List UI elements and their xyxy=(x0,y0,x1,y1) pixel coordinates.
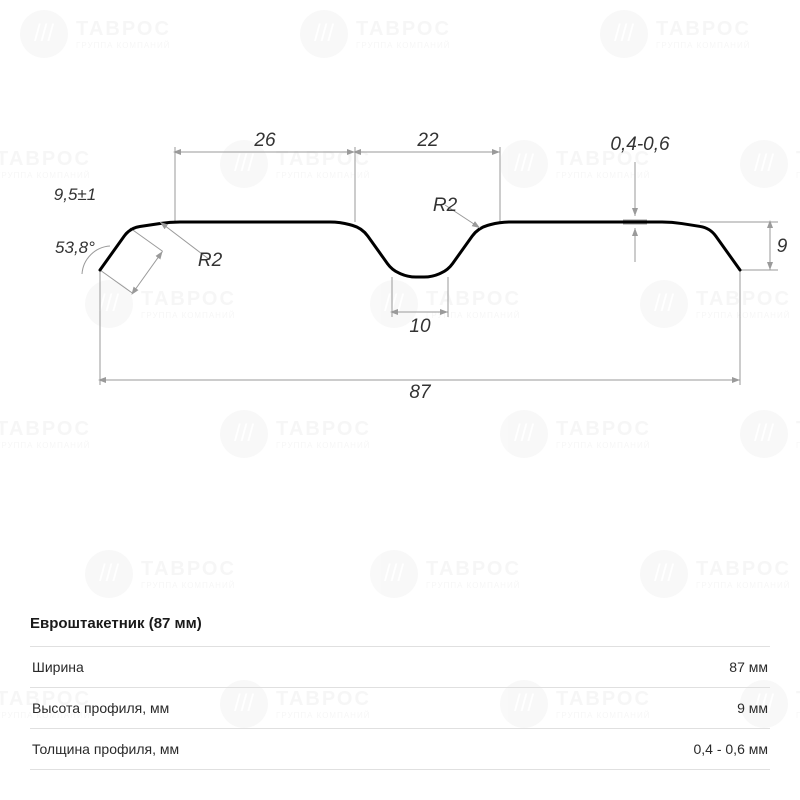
spec-value: 87 мм xyxy=(729,659,768,675)
spec-value: 0,4 - 0,6 мм xyxy=(693,741,768,757)
watermark: /// ТАВРОС ГРУППА КОМПАНИЙ xyxy=(370,550,521,598)
spec-value: 9 мм xyxy=(737,700,768,716)
svg-text:0,4-0,6: 0,4-0,6 xyxy=(610,134,670,155)
spec-table: Евроштакетник (87 мм) Ширина 87 ммВысота… xyxy=(30,615,770,770)
spec-label: Толщина профиля, мм xyxy=(32,741,179,757)
svg-text:9: 9 xyxy=(777,236,788,257)
svg-text:R2: R2 xyxy=(433,195,458,216)
watermark: /// ТАВРОС ГРУППА КОМПАНИЙ xyxy=(600,10,751,58)
svg-text:22: 22 xyxy=(416,130,439,151)
spec-row: Толщина профиля, мм 0,4 - 0,6 мм xyxy=(30,728,770,770)
svg-text:9,5±1: 9,5±1 xyxy=(54,185,96,204)
watermark: /// ТАВРОС ГРУППА КОМПАНИЙ xyxy=(300,10,451,58)
watermark: /// ТАВРОС ГРУППА КОМПАНИЙ xyxy=(20,10,171,58)
spec-label: Ширина xyxy=(32,659,84,675)
watermark: /// ТАВРОС ГРУППА КОМПАНИЙ xyxy=(640,550,791,598)
spec-row: Ширина 87 мм xyxy=(30,646,770,687)
technical-drawing: 26 22 10 87 0,4-0,6 9 9,5±1 53,8° R2 R2 xyxy=(0,80,800,440)
watermark: /// ТАВРОС ГРУППА КОМПАНИЙ xyxy=(85,550,236,598)
table-title: Евроштакетник (87 мм) xyxy=(30,615,770,632)
spec-row: Высота профиля, мм 9 мм xyxy=(30,687,770,728)
svg-text:53,8°: 53,8° xyxy=(55,238,95,257)
svg-text:R2: R2 xyxy=(198,250,223,271)
spec-label: Высота профиля, мм xyxy=(32,700,169,716)
svg-text:87: 87 xyxy=(409,382,432,403)
svg-text:26: 26 xyxy=(253,130,276,151)
svg-text:10: 10 xyxy=(409,316,431,337)
